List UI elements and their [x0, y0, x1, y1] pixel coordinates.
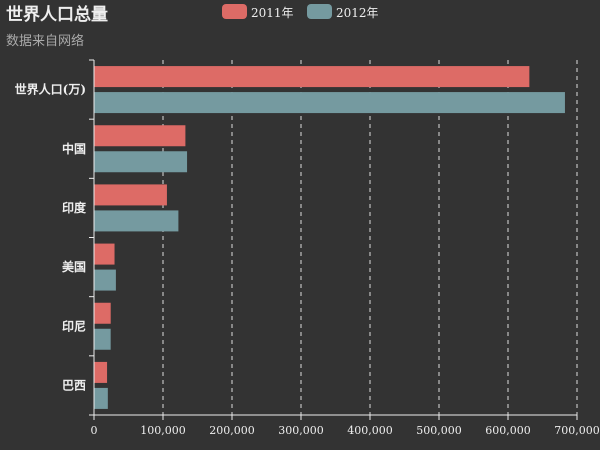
bar-series-2[interactable] [93, 92, 565, 114]
bar-series-1[interactable] [93, 302, 111, 324]
y-category-label: 巴西 [62, 378, 86, 392]
legend-swatch[interactable] [307, 4, 332, 19]
legend[interactable]: 2011年 2012年 [222, 4, 379, 20]
legend-swatch[interactable] [222, 4, 247, 19]
chart-title: 世界人口总量 [6, 4, 108, 25]
y-category-label: 世界人口(万) [15, 82, 86, 97]
bar-series-2[interactable] [93, 328, 111, 350]
y-category-label: 中国 [62, 141, 86, 156]
legend-label[interactable]: 2012年 [336, 6, 379, 20]
x-tick-label: 300,000 [278, 424, 324, 437]
bar-series-2[interactable] [93, 210, 179, 232]
chart-subtitle: 数据来自网络 [6, 33, 84, 49]
grid-lines [162, 60, 578, 415]
bar-series-1[interactable] [93, 66, 530, 88]
legend-item[interactable]: 2012年 [307, 4, 379, 20]
y-category-label: 印尼 [62, 319, 86, 333]
bar-series-2[interactable] [93, 387, 108, 409]
bars-group [93, 66, 565, 409]
axes-group: 0 100,000 200,000 300,000 400,000 500,000 600,… [15, 59, 600, 437]
bar-series-1[interactable] [93, 184, 167, 206]
legend-label[interactable]: 2011年 [251, 6, 294, 20]
x-tick-label: 600,000 [485, 424, 531, 437]
bar-series-2[interactable] [93, 269, 116, 291]
x-tick-label: 100,000 [140, 424, 186, 437]
x-tick-label: 200,000 [209, 424, 255, 437]
bar-series-2[interactable] [93, 151, 188, 173]
bar-series-1[interactable] [93, 125, 186, 147]
bar-series-1[interactable] [93, 361, 108, 383]
x-tick-label: 0 [91, 424, 98, 437]
x-tick-label: 500,000 [416, 424, 462, 437]
legend-item[interactable]: 2011年 [222, 4, 294, 20]
x-tick-label: 700,000 [554, 424, 600, 437]
y-category-label: 印度 [62, 200, 87, 215]
y-category-label: 美国 [62, 259, 86, 274]
bar-series-1[interactable] [93, 243, 115, 265]
x-tick-label: 400,000 [347, 424, 393, 437]
